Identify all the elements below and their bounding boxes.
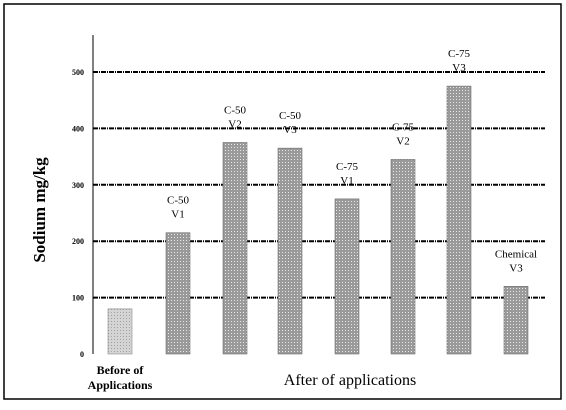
bar-category-label: V3: [283, 124, 297, 136]
labels-layer: 0 100 200 300 400 500 C-50 V1 C-50 V2 C-50 V3 C-75 V1…: [72, 48, 537, 359]
bar: [446, 85, 472, 355]
y-tick-label: 0: [80, 350, 84, 359]
before-group-label-line1: Before of: [97, 363, 145, 377]
before-group-label-line2: Applications: [88, 378, 153, 392]
bar: [503, 286, 529, 355]
bar: [334, 198, 360, 355]
y-tick-label: 200: [72, 237, 84, 246]
y-tick-label: 100: [72, 294, 84, 303]
bar-category-label: C-50: [167, 195, 190, 207]
bar-category-label: V3: [452, 62, 466, 74]
bar: [165, 232, 191, 355]
bar: [277, 147, 303, 355]
bars-layer: [107, 85, 529, 355]
bar-category-label: V1: [340, 175, 353, 187]
bar-category-label: V3: [509, 262, 523, 274]
bar-category-label: Chemical: [495, 248, 537, 260]
bar-category-label: V1: [171, 209, 184, 221]
y-tick-label: 500: [72, 68, 84, 77]
bar-category-label: C-50: [224, 105, 247, 117]
bar: [107, 308, 133, 355]
bar-category-label: C-75: [448, 48, 471, 60]
bar: [222, 142, 248, 355]
x-axis-title: After of applications: [284, 372, 416, 389]
y-tick-label: 400: [72, 124, 84, 133]
bar: [390, 159, 416, 355]
bar-category-label: V2: [396, 135, 409, 147]
bar-category-label: C-50: [279, 110, 302, 122]
y-tick-label: 300: [72, 181, 84, 190]
bar-category-label: C-75: [392, 121, 415, 133]
bar-category-label: V2: [228, 119, 241, 131]
y-axis-title: Sodium mg/kg: [30, 157, 49, 263]
bar-category-label: C-75: [336, 161, 359, 173]
